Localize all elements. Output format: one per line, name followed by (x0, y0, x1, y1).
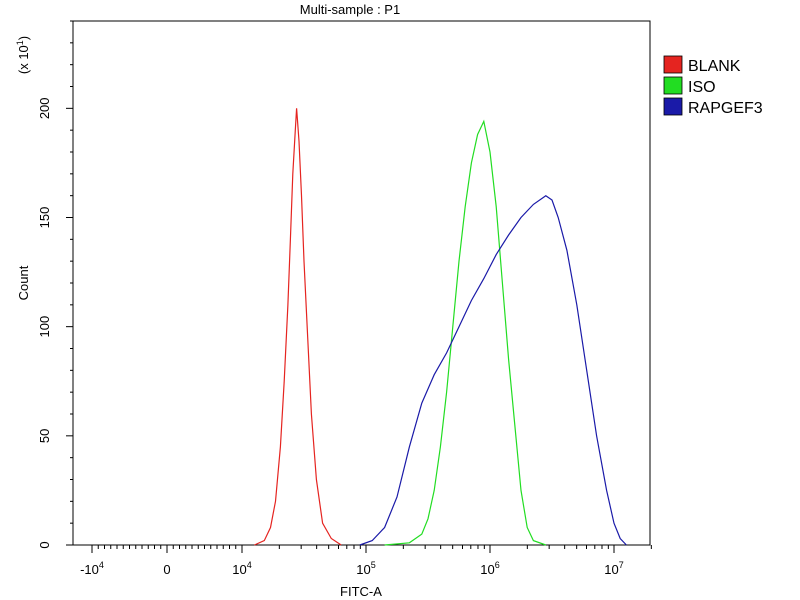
legend-swatch-iso (663, 76, 683, 95)
y-tick-label: 200 (37, 97, 52, 119)
y-axis-ticks: 0 50 100 150 200 (37, 20, 73, 549)
chart-title: Multi-sample : P1 (300, 2, 400, 17)
x-tick-base: -10 (80, 562, 99, 577)
x-axis-label: FITC-A (340, 584, 382, 599)
x-tick-exp: 6 (495, 560, 500, 570)
x-tick-label: 107 (604, 560, 623, 577)
y-tick-label: 150 (37, 207, 52, 229)
y-multiplier-label: (x 101) (15, 36, 31, 74)
x-tick-label: 106 (480, 560, 499, 577)
series-line-iso (384, 119, 547, 546)
x-tick-exp: 5 (371, 560, 376, 570)
legend-label-iso: ISO (688, 79, 716, 96)
y-multiplier-base: (x 10 (16, 45, 31, 74)
y-tick-label: 100 (37, 316, 52, 338)
x-tick-base: 10 (356, 562, 370, 577)
x-tick-label: -104 (80, 560, 104, 577)
legend-swatch-rapgef3 (663, 97, 683, 116)
y-tick-label: 50 (37, 429, 52, 443)
y-multiplier-close: ) (16, 36, 31, 40)
y-multiplier-exp: 1 (15, 40, 25, 45)
x-tick-label: 0 (163, 562, 170, 577)
series-lines (254, 108, 627, 546)
x-tick-exp: 4 (247, 560, 252, 570)
legend-swatch-blank (663, 55, 683, 74)
x-tick-exp: 4 (99, 560, 104, 570)
legend-label-blank: BLANK (688, 58, 741, 75)
series-line-rapgef3 (359, 194, 627, 546)
y-axis-label: Count (16, 265, 31, 300)
legend-label-rapgef3: RAPGEF3 (688, 100, 763, 117)
x-tick-base: 10 (480, 562, 494, 577)
series-line-blank (254, 108, 342, 546)
x-axis-ticks: -104 0 104 105 106 107 (80, 545, 652, 577)
plot-frame (72, 20, 651, 546)
x-tick-base: 0 (163, 562, 170, 577)
x-tick-base: 10 (232, 562, 246, 577)
x-tick-label: 104 (232, 560, 251, 577)
y-tick-label: 0 (37, 541, 52, 548)
x-tick-base: 10 (604, 562, 618, 577)
legend: BLANK ISO RAPGEF3 (663, 55, 763, 117)
x-tick-exp: 7 (619, 560, 624, 570)
x-tick-label: 105 (356, 560, 375, 577)
